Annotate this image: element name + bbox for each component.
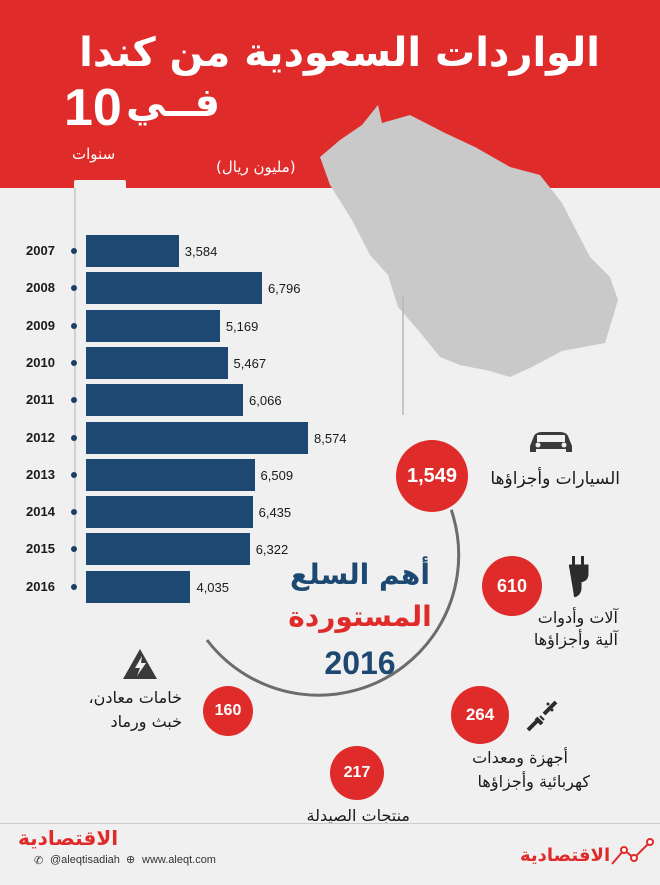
bar-value-label: 6,322 (255, 542, 289, 558)
axis-dot (71, 397, 77, 404)
goods-value-circle: 160 (203, 686, 253, 736)
footer-logo: الاقتصادية (18, 826, 119, 850)
axis-dot (71, 248, 77, 254)
year-label: 2010 (26, 354, 55, 370)
axis-dot (71, 471, 77, 478)
year-label: 2009 (26, 317, 55, 333)
goods-label: أجهزة ومعدات (472, 748, 568, 767)
bar (86, 496, 253, 529)
bar-value-label: 6,509 (260, 467, 294, 483)
top-goods-subheading: المستوردة (288, 600, 432, 633)
bar (86, 421, 308, 454)
top-goods-heading: أهم السلع (290, 558, 430, 591)
goods-label: خامات معادن، (88, 688, 182, 707)
year-label: 2014 (26, 504, 55, 520)
axis-dot (71, 583, 77, 590)
bar (86, 384, 244, 417)
year-label: 2007 (26, 243, 55, 258)
axis-line (74, 188, 76, 588)
twitter-icon: ✆ (34, 855, 44, 867)
year-label: 2011 (26, 392, 55, 408)
bar-value-label: 6,066 (249, 393, 282, 409)
years-label: سنوات (72, 145, 116, 163)
goods-value-circle: 1,549 (396, 440, 468, 512)
bar-value-label: 6,796 (267, 281, 301, 297)
saudi-map-icon (320, 105, 618, 415)
globe-icon: ⊕ (126, 854, 136, 866)
bar (86, 533, 250, 566)
bar-value-label: 5,169 (225, 318, 259, 334)
goods-label: آلات وأدوات (537, 608, 618, 627)
axis-dot (71, 285, 77, 292)
warning-icon (123, 649, 157, 679)
bar-value-label: 3,584 (184, 244, 218, 259)
bar (86, 235, 179, 267)
footer-logo-right: الاقتصادية (520, 845, 611, 866)
years-number: 10 (64, 79, 122, 137)
axis-dot (71, 509, 77, 516)
axis-dot (71, 434, 77, 441)
goods-value-circle: 264 (451, 686, 509, 744)
twitter-handle: @aleqtisadiah (50, 854, 120, 866)
plug-icon (569, 556, 589, 598)
bar-value-label: 5,467 (233, 355, 267, 371)
page-title: الواردات السعودية من كندا (79, 30, 600, 76)
goods-label: آلية وأجزاؤها (533, 630, 618, 649)
axis-dot (71, 359, 77, 366)
year-label: 2012 (26, 429, 55, 445)
footer-divider (0, 823, 660, 824)
bar (86, 309, 220, 342)
goods-label: منتجات الصيدلة (306, 806, 410, 825)
bar (86, 346, 228, 379)
axis-dot (71, 546, 77, 553)
goods-label: السيارات وأجزاؤها (490, 469, 620, 489)
year-label: 2013 (26, 466, 55, 482)
website-link[interactable]: www.aleqt.com (142, 854, 216, 866)
axis-dot (71, 322, 77, 329)
goods-value-circle: 610 (482, 556, 542, 616)
goods-label: خبث ورماد (110, 712, 182, 731)
top-goods-year: 2016 (324, 645, 396, 681)
wires-icon (526, 700, 558, 732)
unit-label: (مليون ريال) (216, 158, 296, 176)
bar-value-label: 4,035 (196, 579, 230, 595)
year-label: 2015 (26, 541, 55, 557)
year-label: 2008 (26, 280, 55, 296)
car-icon (530, 432, 572, 452)
bar (86, 458, 255, 491)
bar (86, 272, 262, 305)
year-label: 2016 (26, 578, 55, 594)
goods-label: كهربائية وأجزاؤها (477, 772, 590, 791)
trend-icon (611, 838, 654, 865)
bar-value-label: 8,574 (314, 430, 347, 446)
header-tab (74, 180, 126, 190)
years-prefix: فــي (126, 80, 221, 126)
bar (86, 570, 191, 603)
goods-value-circle: 217 (330, 746, 384, 800)
bar-value-label: 6,435 (258, 505, 292, 521)
